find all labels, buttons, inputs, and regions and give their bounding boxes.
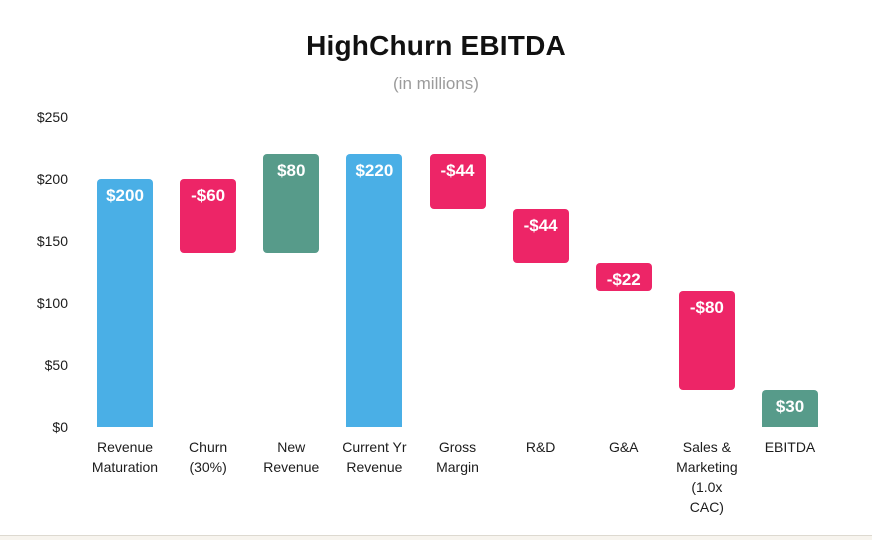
waterfall-bar-total: $200 — [97, 179, 153, 427]
y-axis-tick-label: $250 — [36, 109, 68, 125]
y-axis-tick-label: $150 — [36, 233, 68, 249]
bar-value-label: $220 — [355, 161, 394, 181]
y-axis-tick-label: $200 — [36, 171, 68, 187]
waterfall-bar-decrease: -$44 — [512, 208, 569, 264]
x-axis-category-label: Gross Margin — [436, 439, 479, 475]
waterfall-bar-total: $220 — [346, 154, 403, 427]
x-axis-category-label: Churn (30%) — [189, 439, 228, 475]
bar-value-label: $30 — [775, 396, 805, 416]
card-bottom-edge — [0, 535, 872, 540]
waterfall-bar-increase: $80 — [263, 154, 320, 254]
bar-value-label: $80 — [277, 161, 306, 181]
chart-subtitle: (in millions) — [393, 74, 479, 93]
x-axis-category-label: R&D — [525, 439, 556, 455]
y-axis-tick-label: $0 — [52, 419, 68, 435]
waterfall-bar-decrease: -$60 — [180, 179, 237, 254]
bar-value-label: -$80 — [689, 297, 724, 317]
waterfall-bar-increase: $30 — [762, 389, 818, 427]
bar-value-label: -$22 — [606, 270, 641, 290]
waterfall-bar-decrease: -$44 — [429, 154, 486, 209]
chart-title: HighChurn EBITDA — [306, 30, 566, 61]
y-axis-tick-label: $50 — [44, 357, 68, 373]
bar-value-label: -$44 — [440, 161, 475, 181]
waterfall-bar-decrease: -$80 — [678, 290, 735, 390]
bar-value-label: $200 — [106, 186, 144, 205]
x-axis-category-label: New Revenue — [263, 439, 320, 475]
y-axis-tick-label: $100 — [36, 295, 68, 311]
x-axis-category-label: Sales & Marketing (1.0x CAC) — [676, 439, 738, 515]
x-axis-category-label: EBITDA — [764, 439, 816, 455]
x-axis-category-label: Revenue Maturation — [91, 439, 159, 475]
x-axis-category-label: Current Yr Revenue — [342, 439, 407, 475]
bar-value-label: -$60 — [191, 186, 226, 205]
waterfall-bar-decrease: -$22 — [595, 263, 652, 291]
x-axis-category-label: G&A — [608, 439, 639, 455]
bar-value-label: -$44 — [523, 215, 558, 235]
